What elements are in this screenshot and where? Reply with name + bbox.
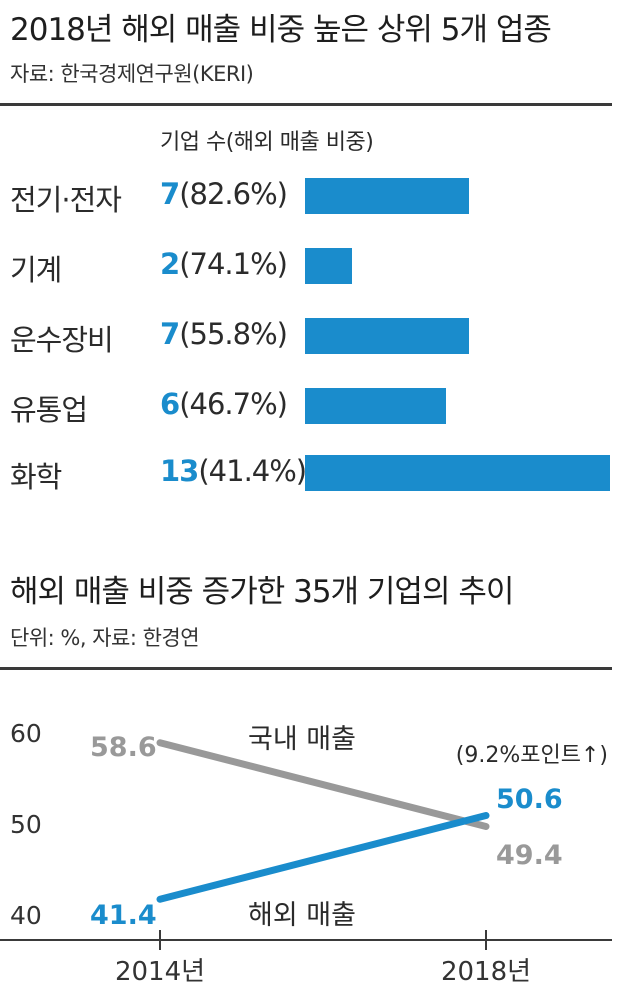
x-tick-label: 2014년: [115, 957, 205, 987]
data-label-overseas-2014: 41.4: [90, 900, 157, 931]
chart2-top-rule: [0, 667, 612, 670]
x-tick-label: 2018년: [441, 957, 531, 987]
bar-value-label: 13(41.4%): [160, 454, 307, 488]
data-label-domestic-2014: 58.6: [90, 732, 157, 763]
bar-category-label: 전기·전자: [10, 183, 122, 217]
bar-category-label: 유통업: [10, 393, 88, 427]
bar-value-label: 6(46.7%): [160, 387, 288, 421]
series-name-overseas: 해외 매출: [248, 900, 356, 931]
bar-share-label: (41.4%): [198, 454, 307, 488]
bar: [305, 318, 470, 354]
bar-value-label: 7(55.8%): [160, 317, 288, 351]
data-label-domestic-2018: 49.4: [496, 840, 563, 871]
chart1-source: 자료: 한국경제연구원(KERI): [10, 62, 254, 86]
bar: [305, 388, 446, 424]
y-tick-label: 50: [10, 810, 42, 839]
series-line-overseas: [156, 812, 490, 903]
data-label-overseas-2018: 50.6: [496, 784, 563, 815]
bar-share-label: (46.7%): [179, 387, 288, 421]
y-tick-label: 60: [10, 719, 42, 748]
bar-share-label: (82.6%): [179, 177, 288, 211]
bar-value-label: 7(82.6%): [160, 177, 288, 211]
bar-category-label: 화학: [10, 460, 62, 494]
bar-category-label: 운수장비: [10, 323, 114, 357]
bar-count-label: 13: [160, 454, 199, 488]
bar-count-label: 6: [160, 387, 180, 421]
series-name-domestic: 국내 매출: [248, 724, 356, 755]
bar-value-label: 2(74.1%): [160, 247, 288, 281]
bar-share-label: (55.8%): [179, 317, 288, 351]
bar-share-label: (74.1%): [179, 247, 288, 281]
change-annotation: (9.2%포인트↑): [456, 743, 608, 768]
bar: [305, 455, 610, 491]
y-tick-label: 40: [10, 901, 42, 930]
series-line-domestic: [156, 739, 490, 830]
chart2-title: 해외 매출 비중 증가한 35개 기업의 추이: [10, 574, 514, 610]
bar: [305, 178, 470, 214]
bar-category-label: 기계: [10, 253, 62, 287]
chart1-title: 2018년 해외 매출 비중 높은 상위 5개 업종: [10, 12, 552, 48]
chart1-top-rule: [0, 103, 612, 106]
bar-count-label: 2: [160, 247, 180, 281]
bar-count-label: 7: [160, 317, 180, 351]
chart2-source: 단위: %, 자료: 한경연: [10, 626, 200, 650]
bar-count-label: 7: [160, 177, 180, 211]
chart1-column-header: 기업 수(해외 매출 비중): [160, 130, 374, 155]
bar: [305, 248, 352, 284]
